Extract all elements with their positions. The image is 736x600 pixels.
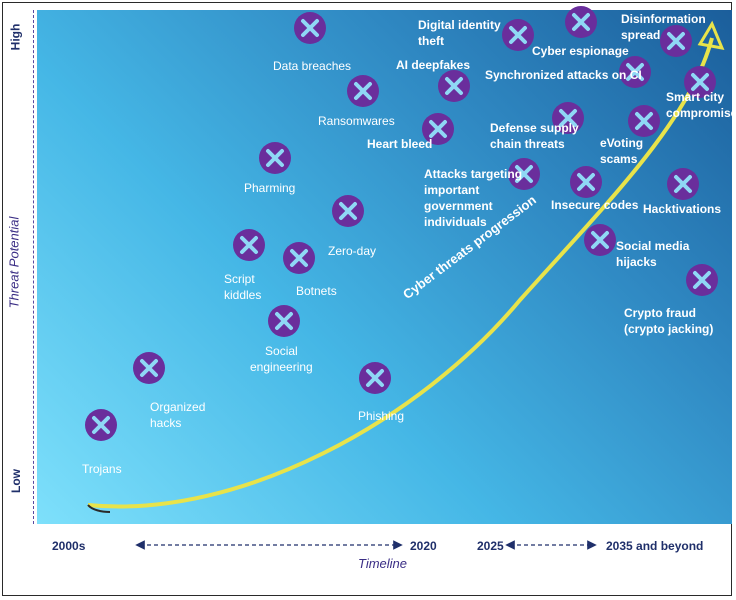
zero-day-label: Zero-day <box>328 244 377 258</box>
organized-hacks-label: Organized hacks <box>150 400 206 430</box>
phishing-label: Phishing <box>358 409 405 423</box>
pharming-label: Pharming <box>244 181 296 195</box>
zero-day-marker-icon <box>332 195 364 227</box>
x-tick-2035-and-beyond: 2035 and beyond <box>606 539 704 553</box>
ransomwares-marker-icon <box>347 75 379 107</box>
evoting-label: eVoting scams <box>600 136 644 166</box>
synchronized-attacks-marker-icon <box>619 56 651 88</box>
cyber-espionage-marker-icon <box>565 6 597 38</box>
defense-supply-label: Defense supply chain threats <box>490 121 579 151</box>
botnets-label: Botnets <box>296 284 337 298</box>
phishing-marker-icon <box>359 362 391 394</box>
ai-deepfakes-label: AI deepfakes <box>396 58 471 72</box>
hacktivations-label: Hacktivations <box>643 202 722 216</box>
crypto-fraud-label: Crypto fraud (crypto jacking) <box>624 306 714 336</box>
synchronized-attacks-label: Synchronized attacks on CI <box>485 68 642 82</box>
organized-hacks-marker-icon <box>133 352 165 384</box>
insecure-codes-label: Insecure codes <box>551 198 639 212</box>
x-tick-2000s: 2000s <box>52 539 86 553</box>
defense-supply-marker-icon <box>552 102 584 134</box>
social-engineering-label: Social engineering <box>250 344 313 374</box>
data-breaches-marker-icon <box>294 12 326 44</box>
botnets-marker-icon <box>283 242 315 274</box>
disinformation-spread-label: Disinformation spread <box>621 12 706 42</box>
hacktivations-marker-icon <box>667 168 699 200</box>
smart-city-marker-icon <box>684 66 716 98</box>
evoting-marker-icon <box>628 105 660 137</box>
social-engineering-marker-icon <box>268 305 300 337</box>
smart-city-label: Smart city compromises <box>666 90 736 120</box>
social-media-hijacks-label: Social media hijacks <box>616 239 690 269</box>
script-kiddies-marker-icon <box>233 229 265 261</box>
trojans-label: Trojans <box>82 462 122 476</box>
insecure-codes-marker-icon <box>570 166 602 198</box>
attacks-gov-label: Attacks targeting important government i… <box>424 167 523 229</box>
x-tick-2020: 2020 <box>410 539 437 553</box>
script-kiddies-label: Script kiddles <box>224 272 262 302</box>
x-axis-title: Timeline <box>358 556 408 571</box>
ai-deepfakes-marker-icon <box>438 70 470 102</box>
trojans-marker-icon <box>85 409 117 441</box>
data-breaches-label: Data breaches <box>273 59 352 73</box>
heart-bleed-marker-icon <box>422 113 454 145</box>
pharming-marker-icon <box>259 142 291 174</box>
attacks-gov-marker-icon <box>508 158 540 190</box>
social-media-hijacks-marker-icon <box>584 224 616 256</box>
crypto-fraud-marker-icon <box>686 264 718 296</box>
x-tick-2025: 2025 <box>477 539 504 553</box>
y-axis-line <box>33 10 34 524</box>
heart-bleed-label: Heart bleed <box>367 137 433 151</box>
digital-identity-theft-label: Digital identity theft <box>418 18 501 48</box>
ransomwares-label: Ransomwares <box>318 114 395 128</box>
plot-area <box>37 10 732 524</box>
disinformation-spread-marker-icon <box>660 25 692 57</box>
digital-identity-theft-marker-icon <box>502 19 534 51</box>
cyber-espionage-label: Cyber espionage <box>532 44 629 58</box>
